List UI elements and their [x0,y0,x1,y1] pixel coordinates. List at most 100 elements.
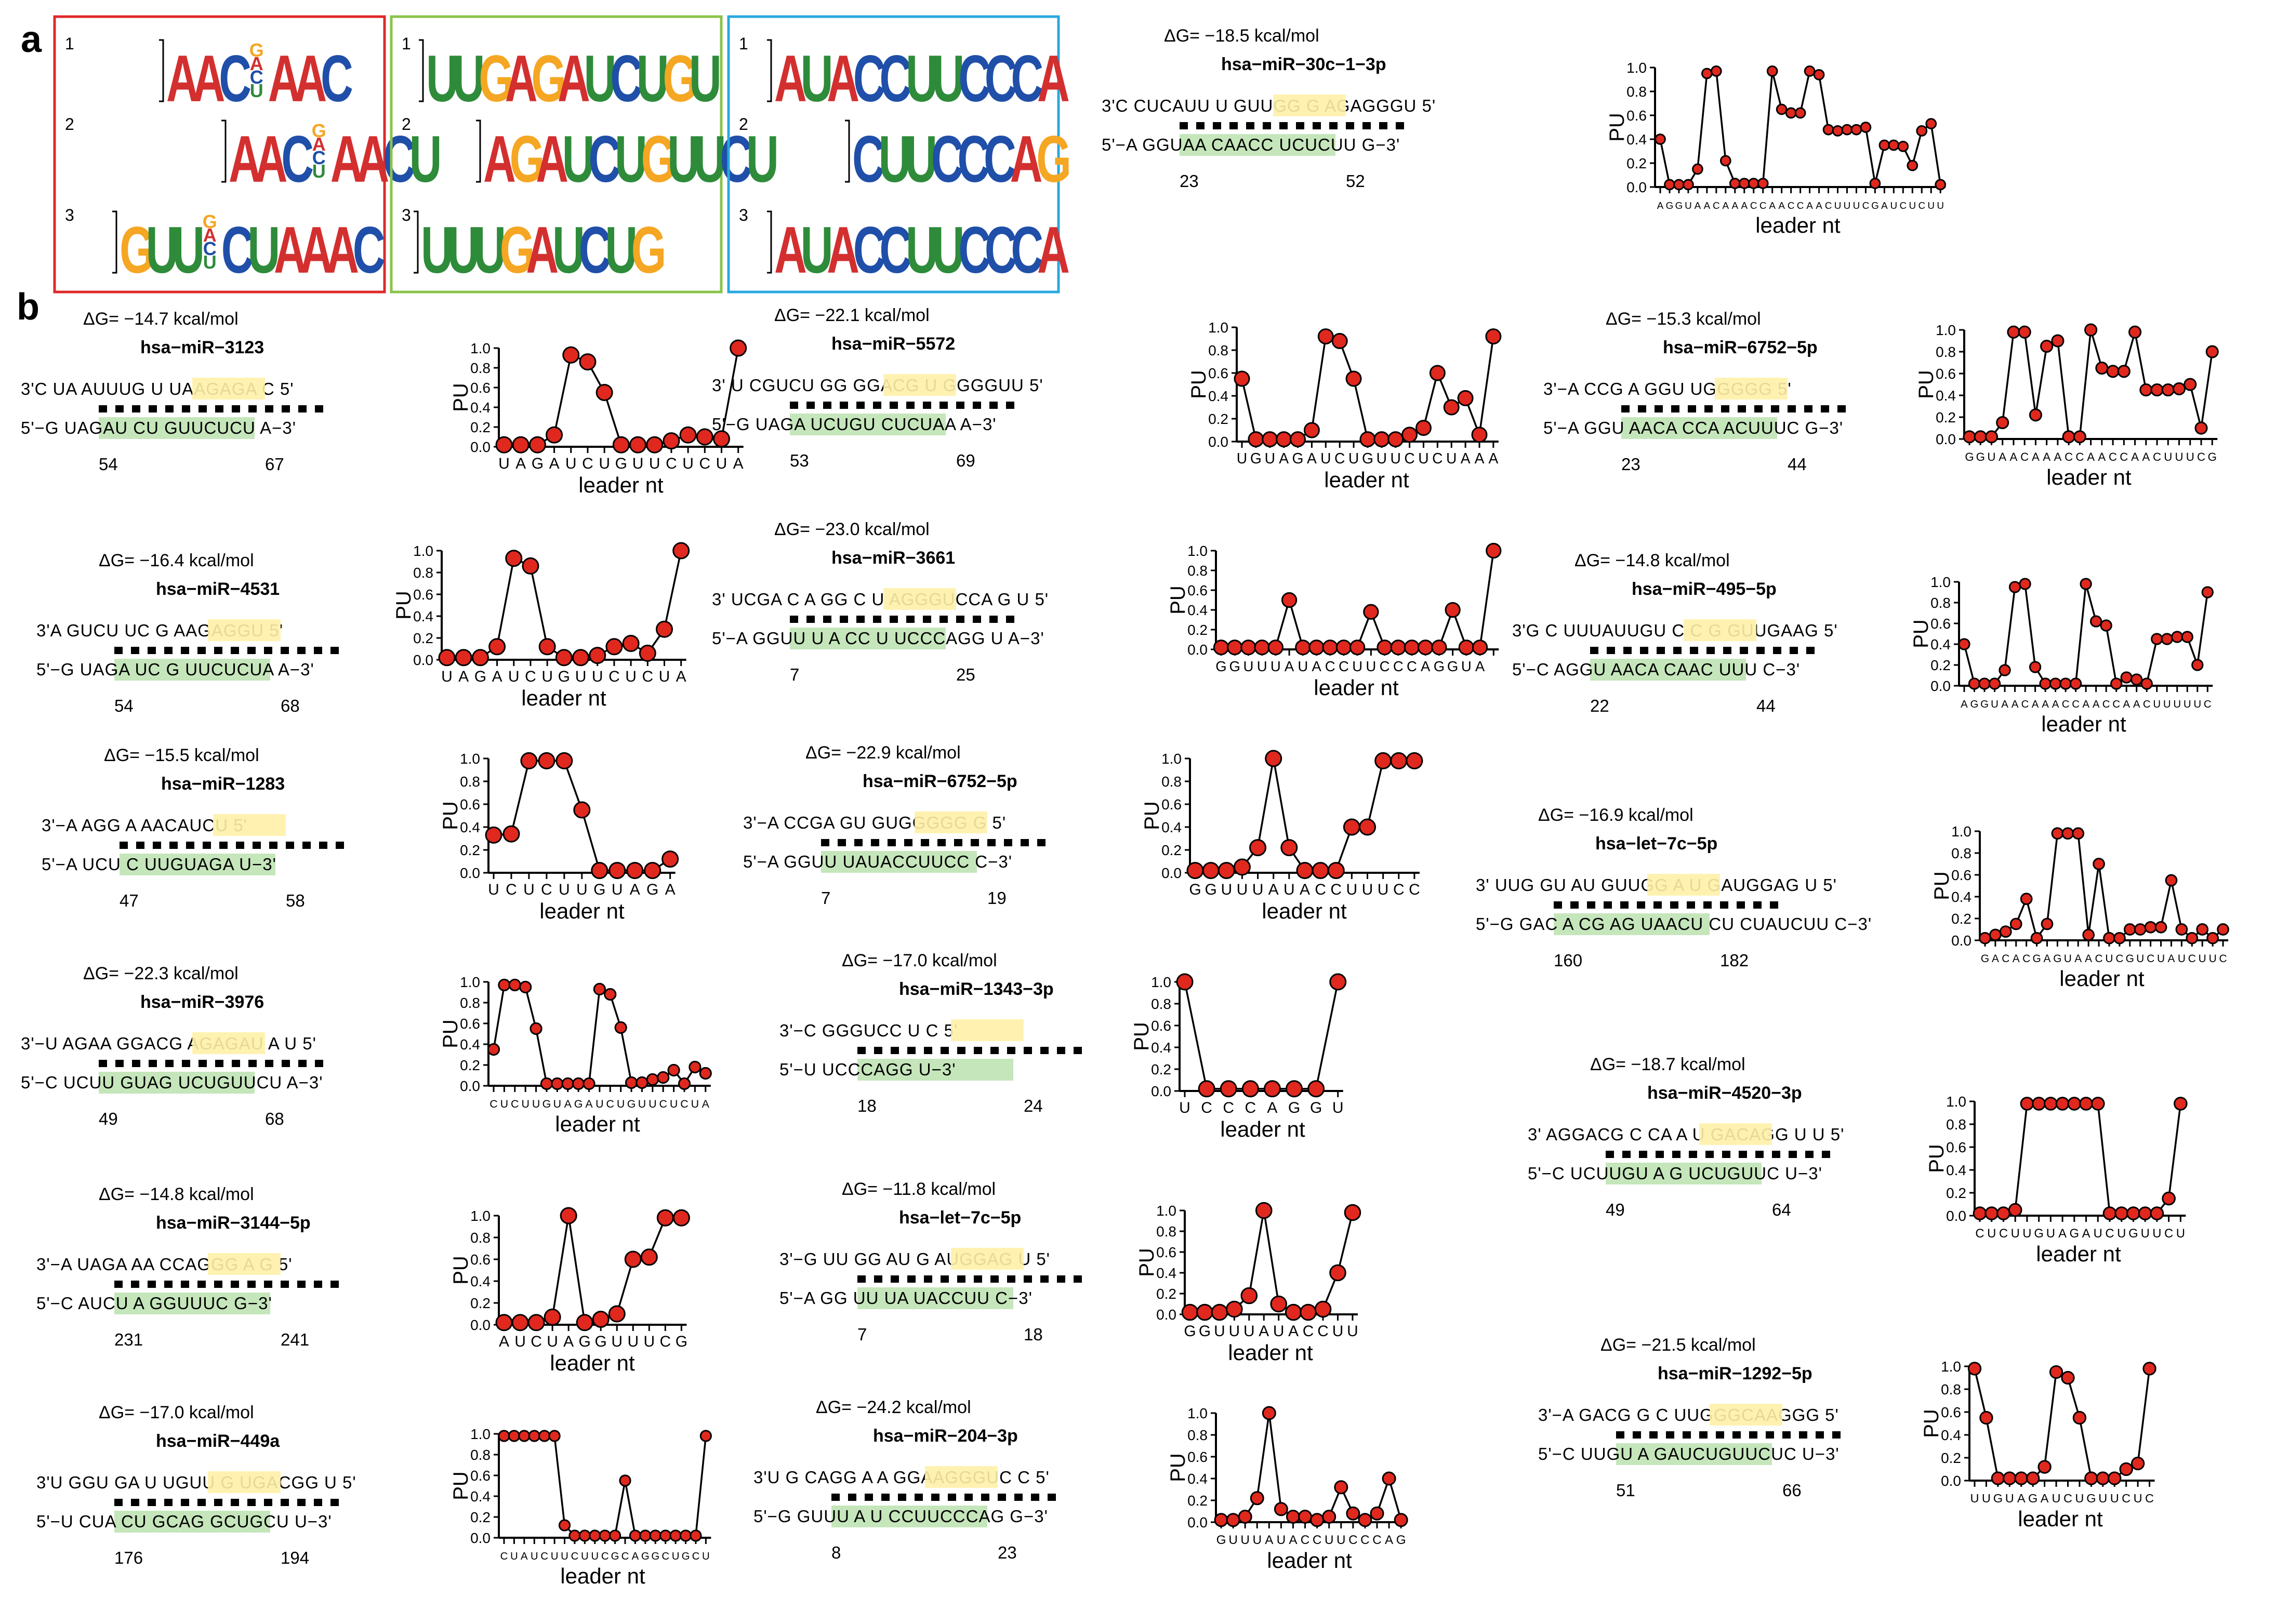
seed-highlight [192,378,265,400]
pu-point [487,1043,500,1056]
x-tick-label: C [1393,881,1405,898]
pu-point [1822,124,1834,136]
pu-point [2114,1206,2129,1220]
y-tick-label: 0.6 [460,1016,480,1032]
x-tick-label: G [579,1333,591,1350]
x-tick-label: U [672,1551,680,1562]
pu-point [573,801,591,819]
x-tick-label: A [1881,200,1888,211]
logo-letter: A [774,214,807,288]
pu-point [639,644,656,662]
duplex-mir1283: ΔG= −15.5 kcal/mol hsa−miR−1283 3'−A AGG A… [42,746,344,910]
pu-point [1683,179,1694,191]
x-tick-label: A [2131,450,2139,463]
y-tick-label: 0.8 [1941,1381,1961,1397]
leader-strand: 5'−C UUGU A GAUCUGUUCUC U−3' [1538,1444,1840,1463]
x-tick-label: U [2193,698,2201,710]
x-tick-label: C [2188,953,2196,965]
leader-end-position: 68 [281,696,300,715]
x-tick-label: A [1461,450,1471,467]
y-tick-label: 0.2 [470,419,491,435]
mirna-strand: 3'C CUCAUU U GUUGG G AGAGGGU 5' [1102,96,1436,115]
logo-letter: U [637,42,669,116]
logo-letter: C [321,42,353,116]
x-tick-label: U [1228,1533,1238,1547]
x-tick-label: C [540,1551,548,1562]
y-tick-label: 0.2 [1941,1450,1961,1466]
x-tick-label: U [523,881,535,898]
x-tick-label: C [608,668,620,685]
svg-text:C: C [312,147,326,168]
pu-point [712,430,730,448]
x-tick-label: U [1179,1099,1190,1116]
x-tick-label: U [1348,450,1359,467]
y-tick-label: 0.4 [1946,1162,1966,1178]
pu-point [1850,124,1862,136]
logo-bracket [221,119,227,183]
x-tick-label: A [1992,953,1999,965]
x-tick-label: A [2010,450,2018,463]
x-tick-label: U [1970,1492,1979,1505]
pu-point [1935,179,1947,191]
x-tick-label: U [2175,450,2183,463]
x-tick-label: U [2105,953,2113,965]
y-tick-label: 0.0 [1626,179,1647,195]
pu-series-line [1241,335,1494,441]
logo-letter: G [120,214,155,288]
pu-point [2084,323,2098,337]
x-tick-label: C [1409,881,1420,898]
pu-point [519,980,532,994]
x-tick-label: A [1300,881,1310,898]
leader-strand: 5'−G UAGA UC G UUCUCUA A−3' [36,660,314,679]
x-tick-label: U [1243,1323,1255,1340]
base-pair-marks [821,839,1046,846]
duplex-mir449a: ΔG= −17.0 kcal/mol hsa−miR−449a 3'U GGU GA… [36,1403,356,1567]
logo-letter: C [852,123,885,197]
x-tick-label: U [521,1098,529,1110]
x-tick-label: C [525,668,536,685]
pu-series-line [1221,1413,1402,1521]
leader-start-position: 8 [831,1543,841,1562]
x-tick-label: U [2022,1227,2031,1241]
pu-point [1804,65,1816,77]
x-tick-label: G [558,668,570,685]
logo-letter: U [447,214,480,288]
x-tick-label: G [1310,1099,1322,1116]
pu-point [656,1209,674,1227]
pu-point [2069,677,2082,690]
seed-highlight [208,619,281,641]
pu-point [649,1529,661,1542]
logo-bracket [419,39,424,102]
x-tick-label: A [1488,450,1498,467]
paired-region-highlight [1180,134,1335,156]
x-tick-label: C [2072,698,2080,710]
pu-point [2055,1097,2070,1111]
pu-point [1317,328,1334,345]
pu-point [1996,1206,2010,1220]
pu-point [551,1077,564,1090]
logo-letter: A [827,42,859,116]
pu-point [2096,1471,2110,1485]
x-tick-label: A [1265,1533,1274,1547]
pu-point [2084,1471,2098,1485]
x-tick-label: U [1982,1492,1991,1505]
y-tick-label: 1.0 [460,751,480,767]
pu-point [2080,578,2092,590]
y-tick-label: 1.0 [1946,1094,1966,1110]
x-tick-label: U [2153,698,2161,710]
pu-point [612,436,630,454]
pu-point [679,1529,692,1542]
pu-point [2072,1410,2087,1425]
pu-point [1991,1471,2005,1485]
pu-point [2131,1456,2145,1471]
pu-point [589,1529,601,1542]
x-tick-label: U [514,1333,526,1350]
pu-point [2026,1471,2040,1485]
delta-g-label: ΔG= −22.3 kcal/mol [83,964,239,983]
x-tick-label: C [1797,200,1804,211]
x-tick-label: G [627,1098,636,1110]
panel-label-b: b [17,286,39,328]
